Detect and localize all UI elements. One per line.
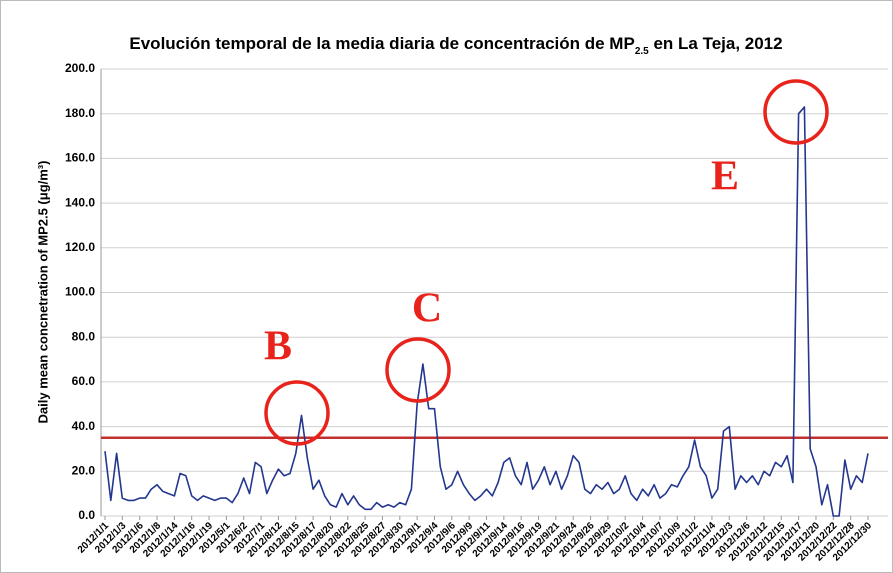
title-subscript: 2.5 [635,46,649,57]
y-tick-label: 80.0 [72,329,96,343]
y-tick-label: 200.0 [65,61,95,75]
y-tick-label: 40.0 [72,419,96,433]
series-line [104,106,869,517]
y-tick-label: 20.0 [72,463,96,477]
annotations: B C E [264,79,829,446]
y-tick-label: 180.0 [65,106,95,120]
y-axis-label: Daily mean concnetration of MP2.5 (μg/m³… [35,161,50,424]
title-main: Evolución temporal de la media diaria de… [129,34,634,53]
y-tick-label: 120.0 [65,240,95,254]
y-tick-label: 140.0 [65,195,95,209]
highlight-circle [763,79,829,145]
grid: 0.0 20.0 40.0 60.0 80.0 100.0 120.0 140.0 160.0 1… [65,61,888,564]
highlight-circle [264,380,330,446]
chart-title: Evolución temporal de la media diaria de… [129,34,782,56]
annotation-letter: E [711,154,739,200]
y-tick-label: 100.0 [65,285,95,299]
plot [101,106,888,517]
annotation-letter: C [412,286,442,332]
y-tick-label: 160.0 [65,151,95,165]
highlight-circle [385,337,451,403]
title-suffix: en La Teja, 2012 [649,34,783,53]
y-tick-label: 0.0 [78,508,95,522]
y-tick-label: 60.0 [72,374,96,388]
annotation-letter: B [264,324,292,370]
